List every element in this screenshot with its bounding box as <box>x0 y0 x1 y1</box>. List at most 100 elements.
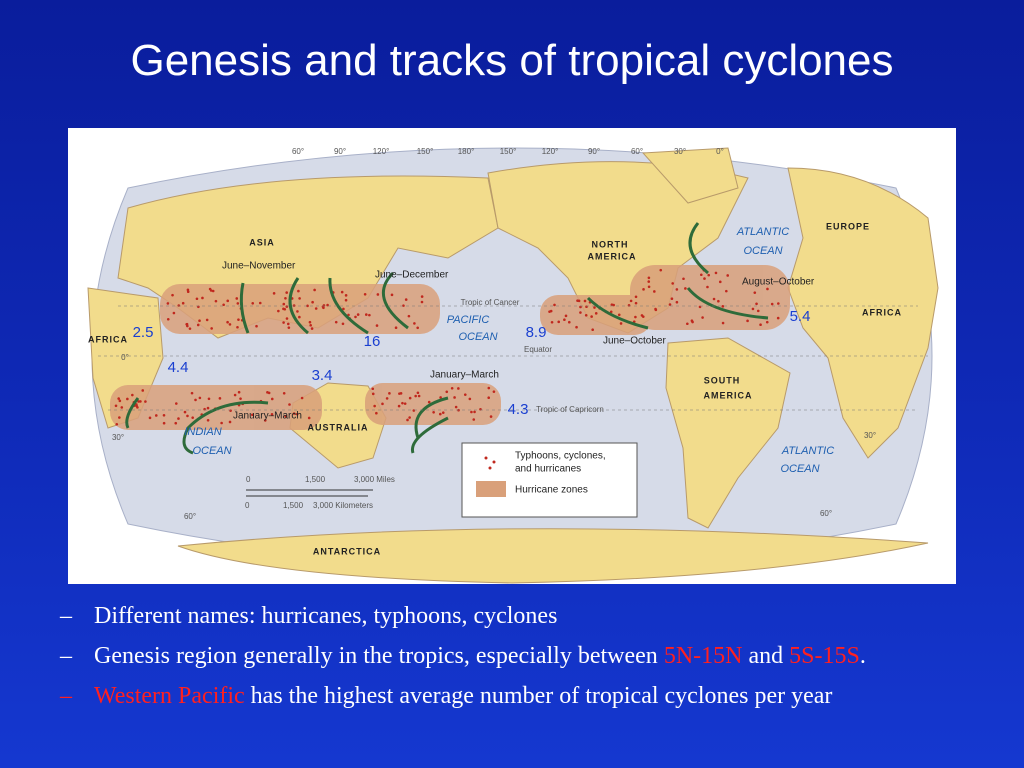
longitude-label: 60° <box>292 147 304 156</box>
dot <box>313 288 316 292</box>
dot <box>470 410 473 414</box>
dot <box>114 404 118 408</box>
dot <box>270 397 274 401</box>
dot <box>296 310 299 313</box>
ocean-label: PACIFIC <box>447 314 490 326</box>
season-label: August–October <box>742 277 815 288</box>
dot <box>463 393 467 396</box>
dot <box>288 403 291 406</box>
dot <box>220 421 223 425</box>
dot <box>334 320 338 324</box>
dot <box>371 387 375 391</box>
dot <box>118 416 121 419</box>
dot <box>144 400 147 403</box>
dot <box>612 303 615 307</box>
ocean-label: OCEAN <box>743 245 782 257</box>
longitude-label: 150° <box>500 147 517 156</box>
dot <box>412 409 416 412</box>
annual-count: 8.9 <box>526 324 547 341</box>
dot <box>285 291 288 294</box>
cyclone-map: ASIA AFRICA AUSTRALIA NORTH AMERICA SOUTH AMER… <box>68 128 956 584</box>
dot <box>703 277 706 280</box>
dot <box>406 418 409 422</box>
dot <box>388 392 391 395</box>
region-label: NORTH <box>592 239 629 249</box>
dot <box>675 300 679 304</box>
dot <box>759 323 762 327</box>
dot <box>420 295 424 298</box>
dot <box>311 300 314 304</box>
legend-label: Typhoons, cyclones, <box>515 451 606 462</box>
dot <box>340 290 344 294</box>
bullet-text: 5N-15N <box>663 643 743 669</box>
latitude-label: 30° <box>112 433 124 442</box>
dot <box>445 390 449 394</box>
reference-line-marks <box>98 305 928 411</box>
dot <box>375 324 379 327</box>
longitude-label: 90° <box>588 147 600 156</box>
dot <box>228 323 232 326</box>
dot <box>584 313 588 317</box>
scale-label: 3,000 Miles <box>354 475 395 484</box>
longitude-label: 60° <box>631 147 643 156</box>
longitude-label: 180° <box>458 147 475 156</box>
dot <box>579 311 582 314</box>
dot <box>718 280 722 284</box>
dot <box>322 306 325 310</box>
dot <box>251 301 255 305</box>
dot <box>725 289 728 293</box>
dot <box>408 396 412 400</box>
dot <box>154 414 158 417</box>
dot <box>368 313 371 317</box>
dot <box>777 302 780 305</box>
dot <box>198 319 201 323</box>
dot <box>307 416 311 420</box>
dot <box>117 397 120 400</box>
dot <box>196 323 200 327</box>
ocean-label: INDIAN <box>184 426 221 438</box>
dot <box>654 307 657 311</box>
dot <box>404 298 408 301</box>
south-america <box>665 337 791 529</box>
dot <box>300 396 304 400</box>
dot <box>177 304 181 307</box>
dot <box>577 299 581 303</box>
region-label: AMERICA <box>588 251 637 261</box>
dot <box>284 414 287 418</box>
dot <box>634 315 637 319</box>
dot <box>756 309 760 313</box>
dot <box>277 309 280 313</box>
dot <box>753 291 757 294</box>
dot <box>186 290 190 294</box>
dot <box>206 418 210 422</box>
bullet-marker: – <box>60 683 72 709</box>
hurricane-zones <box>110 265 790 430</box>
dot <box>126 397 129 401</box>
dot <box>634 295 638 299</box>
dot <box>682 277 685 281</box>
bullet: – Western Pacific has the highest average… <box>56 682 1016 711</box>
dot <box>770 302 774 306</box>
longitude-label: 120° <box>373 147 390 156</box>
dot <box>285 305 289 308</box>
dot <box>717 299 720 303</box>
dot <box>172 311 176 315</box>
dot <box>166 302 170 305</box>
dot <box>765 320 769 324</box>
scale-bar <box>246 489 373 497</box>
dot <box>550 320 554 324</box>
bullet-list: – Different names: hurricanes, typhoons, … <box>56 602 1016 722</box>
dot <box>390 293 394 297</box>
annual-count: 4.3 <box>508 401 529 418</box>
dot <box>284 297 287 300</box>
dot <box>575 325 578 329</box>
dot <box>420 300 424 304</box>
dot <box>751 307 755 311</box>
dot <box>489 415 493 418</box>
dot <box>341 322 345 326</box>
dot <box>714 271 718 275</box>
dot <box>174 402 178 405</box>
dot <box>413 322 416 325</box>
dot <box>208 287 212 291</box>
dot <box>492 390 496 393</box>
